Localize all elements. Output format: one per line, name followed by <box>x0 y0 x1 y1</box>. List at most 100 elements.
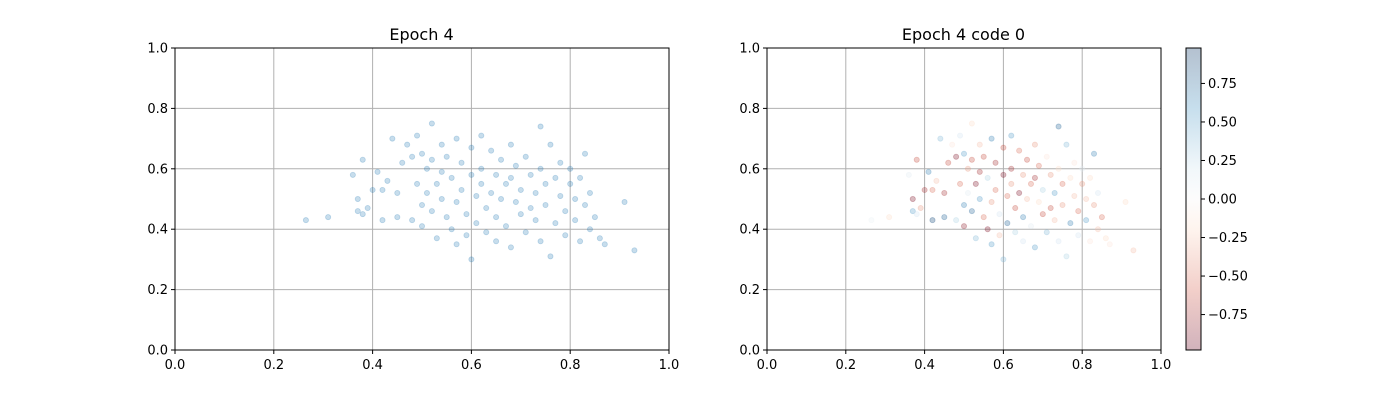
colorbar-tick-label: −0.50 <box>1208 270 1248 285</box>
chart-title: Epoch 4 <box>389 25 453 44</box>
data-point <box>502 223 509 230</box>
data-point <box>394 214 401 221</box>
y-tick-label: 1.0 <box>147 42 168 57</box>
y-tick-label: 0.8 <box>739 102 760 117</box>
data-point <box>586 189 593 196</box>
x-tick-label: 0.4 <box>914 358 935 373</box>
data-point <box>1024 156 1031 163</box>
data-point <box>512 162 519 169</box>
data-point <box>984 226 991 233</box>
data-point <box>1035 199 1042 206</box>
data-point <box>941 214 948 221</box>
data-point <box>582 150 589 157</box>
data-point <box>1055 123 1062 130</box>
data-point <box>980 153 987 160</box>
data-point <box>596 235 603 242</box>
data-point <box>1075 232 1082 239</box>
data-point <box>937 135 944 142</box>
data-point <box>1106 241 1113 248</box>
data-point <box>438 141 445 148</box>
data-point <box>512 199 519 206</box>
data-point <box>996 211 1003 218</box>
data-point <box>567 165 574 172</box>
data-point <box>517 186 524 193</box>
data-point <box>968 208 975 215</box>
data-point <box>478 165 485 172</box>
x-axis-ticks: 0.0 0.2 0.4 0.6 0.8 1.0 <box>165 350 679 373</box>
data-point <box>542 180 549 187</box>
data-point <box>478 180 485 187</box>
data-point <box>1067 220 1074 227</box>
data-point <box>354 208 361 215</box>
data-point <box>1094 226 1101 233</box>
data-point <box>473 192 480 199</box>
data-point <box>1016 147 1023 154</box>
data-point <box>522 229 529 236</box>
data-point <box>404 141 411 148</box>
data-point <box>1039 186 1046 193</box>
data-point <box>1087 174 1094 181</box>
scatter-chart-epoch-4-code-0: Epoch 4 code 0 0.0 0.2 0.4 0.6 0.8 1.0 0.0 0.2… <box>739 25 1171 373</box>
y-tick-label: 0.4 <box>147 223 168 238</box>
data-point <box>418 150 425 157</box>
data-point <box>577 174 584 181</box>
data-point <box>1008 165 1015 172</box>
data-point <box>438 168 445 175</box>
data-point <box>1043 153 1050 160</box>
data-point <box>468 171 475 178</box>
data-point <box>493 214 500 221</box>
data-point <box>572 217 579 224</box>
data-point <box>601 241 608 248</box>
x-tick-label: 0.8 <box>560 358 581 373</box>
data-point <box>1016 189 1023 196</box>
data-point <box>1130 247 1137 254</box>
data-point <box>1071 159 1078 166</box>
y-tick-label: 0.2 <box>147 283 168 298</box>
data-point <box>458 159 465 166</box>
data-point <box>1071 192 1078 199</box>
data-point <box>354 195 361 202</box>
x-tick-label: 0.6 <box>461 358 482 373</box>
data-point <box>448 174 455 181</box>
x-tick-label: 0.4 <box>362 358 383 373</box>
data-point <box>389 135 396 142</box>
data-point <box>925 168 932 175</box>
data-point <box>418 202 425 209</box>
data-point <box>547 253 554 260</box>
data-point <box>409 217 416 224</box>
data-point <box>1020 238 1027 245</box>
data-point <box>522 153 529 160</box>
data-point <box>507 244 514 251</box>
data-point <box>507 174 514 181</box>
data-point <box>562 208 569 215</box>
grid-lines <box>766 47 1162 351</box>
data-point <box>428 208 435 215</box>
data-point <box>1083 195 1090 202</box>
data-point <box>1055 165 1062 172</box>
colorbar-tick-label: 0.50 <box>1208 115 1237 130</box>
data-point <box>1047 171 1054 178</box>
data-point <box>1004 192 1011 199</box>
data-point <box>557 192 564 199</box>
data-point <box>458 186 465 193</box>
data-point <box>423 165 430 172</box>
data-point <box>868 217 875 224</box>
colorbar-tick-label: 0.75 <box>1208 77 1237 92</box>
data-point <box>917 205 924 212</box>
data-point <box>1012 205 1019 212</box>
data-point <box>984 174 991 181</box>
data-point <box>302 217 309 224</box>
data-point <box>448 226 455 233</box>
y-tick-label: 0.6 <box>739 162 760 177</box>
data-point <box>483 205 490 212</box>
data-point <box>1083 217 1090 224</box>
data-point <box>1012 229 1019 236</box>
data-point <box>517 211 524 218</box>
data-point <box>483 229 490 236</box>
data-points <box>868 120 1137 263</box>
data-point <box>1020 171 1027 178</box>
data-point <box>493 171 500 178</box>
data-point <box>988 241 995 248</box>
data-point <box>493 238 500 245</box>
data-point <box>414 180 421 187</box>
